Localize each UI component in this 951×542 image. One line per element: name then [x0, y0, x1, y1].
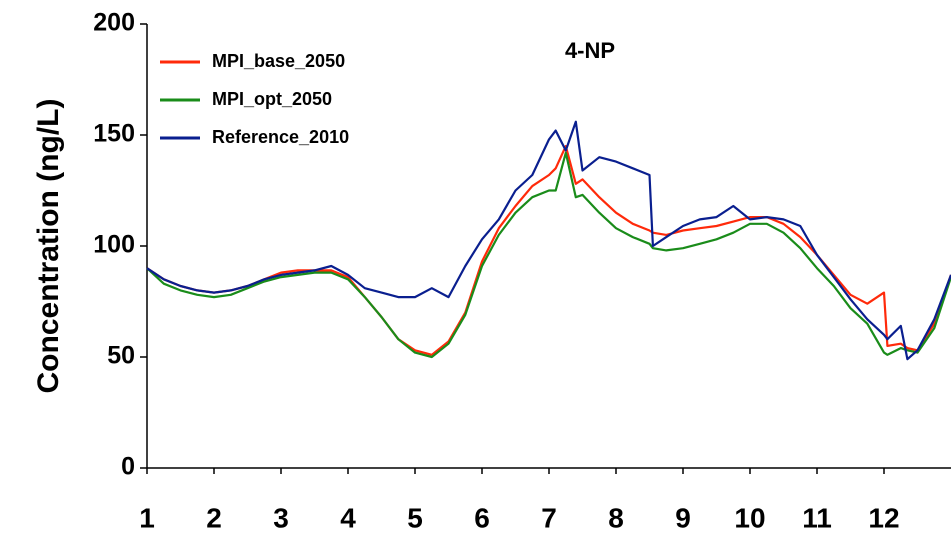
chart-title: 4-NP [565, 38, 615, 63]
x-tick-label: 10 [734, 502, 765, 533]
x-tick-label: 7 [541, 502, 557, 533]
legend-label: MPI_base_2050 [212, 51, 345, 71]
x-tick-label: 4 [340, 502, 356, 533]
legend-label: MPI_opt_2050 [212, 89, 332, 109]
x-tick-label: 5 [407, 502, 423, 533]
x-tick-label: 1 [139, 502, 155, 533]
x-tick-label: 11 [802, 502, 832, 533]
x-tick-label: 12 [868, 502, 899, 533]
x-tick-label: 9 [675, 502, 691, 533]
legend-label: Reference_2010 [212, 127, 349, 147]
y-tick-label: 200 [93, 9, 135, 37]
data-line [146, 151, 951, 359]
y-tick-label: 50 [107, 342, 135, 370]
data-line [146, 120, 951, 361]
x-tick-label: 2 [206, 502, 222, 533]
data-line [146, 145, 951, 356]
x-tick-label: 8 [608, 502, 624, 533]
y-axis-label: Concentration (ng/L) [32, 99, 65, 394]
y-tick-label: 0 [121, 453, 135, 481]
y-tick-label: 100 [93, 231, 135, 259]
x-tick-label: 6 [474, 502, 490, 533]
y-tick-label: 150 [93, 120, 135, 148]
x-tick-label: 3 [273, 502, 289, 533]
